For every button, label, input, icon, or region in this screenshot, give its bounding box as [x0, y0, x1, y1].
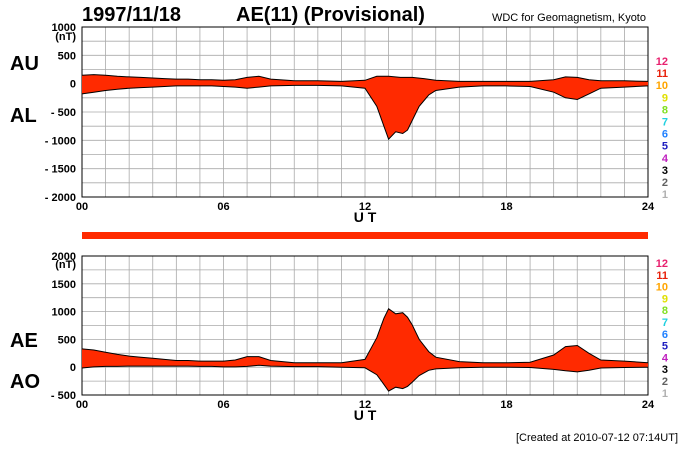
au-al-xtick-label: 06	[217, 201, 229, 213]
ae-ao-ytick-label: 500	[58, 334, 76, 346]
au-al-legend-number: 8	[662, 104, 668, 116]
ae-ao-xaxis-label: U T	[354, 407, 377, 423]
au-al-legend-number: 6	[662, 129, 668, 141]
ae-ao-xtick-label: 06	[217, 399, 229, 411]
au-al-ytick-label: 0	[70, 79, 76, 91]
au-al-xtick-label: 18	[500, 201, 512, 213]
series-line-ao	[81, 364, 649, 392]
series-label-ao: AO	[10, 371, 40, 393]
au-al-xtick-label: 24	[642, 201, 655, 213]
series-line-au	[81, 74, 649, 82]
ae-ao-legend-number: 2	[662, 376, 668, 388]
au-al-fill-band	[82, 74, 648, 140]
ae-ao-legend-number: 8	[662, 305, 668, 317]
au-al-legend-number: 7	[662, 117, 668, 129]
ae-ao-legend-number: 3	[662, 364, 668, 376]
au-al-xaxis-label: U T	[354, 209, 377, 225]
chart-title: AE(11) (Provisional)	[236, 4, 425, 26]
ae-ao-legend-number: 11	[656, 270, 668, 282]
ae-ao-ytick-label: 1500	[52, 279, 76, 291]
data-source-label: WDC for Geomagnetism, Kyoto	[491, 12, 646, 24]
ae-ao-xtick-label: 24	[642, 399, 655, 411]
series-line-al	[81, 84, 649, 141]
ae-ao-xtick-label: 12	[359, 399, 371, 411]
au-al-legend-number: 12	[656, 56, 668, 68]
ae-ao-unit-label: (nT)	[55, 259, 76, 271]
ae-ao-legend-number: 5	[662, 341, 668, 353]
ae-ao-ytick-label: 1000	[52, 307, 76, 319]
ae-ao-xtick-label: 18	[500, 399, 512, 411]
au-al-legend-number: 9	[662, 92, 668, 104]
au-al-legend-number: 3	[662, 165, 668, 177]
date-title: 1997/11/18	[82, 4, 181, 26]
au-al-unit-label: (nT)	[55, 31, 76, 43]
data-coverage-bar	[82, 232, 648, 239]
au-al-ytick-label: - 2000	[45, 192, 76, 204]
au-al-legend-number: 4	[662, 153, 669, 165]
series-label-ae: AE	[10, 330, 38, 352]
series-line-ae	[81, 308, 649, 364]
series-label-al: AL	[10, 105, 37, 127]
ae-ao-xtick-label: 00	[76, 399, 88, 411]
ae-ao-ytick-label: 0	[70, 362, 76, 374]
ae-ao-ytick-label: 2000	[52, 251, 76, 263]
au-al-ytick-label: - 1000	[45, 135, 76, 147]
ae-ao-legend-number: 7	[662, 317, 668, 329]
created-timestamp: [Created at 2010-07-12 07:14UT]	[515, 432, 678, 444]
au-al-legend-number: 2	[662, 177, 668, 189]
series-label-au: AU	[10, 53, 39, 75]
au-al-legend-number: 1	[662, 189, 668, 201]
ae-ao-legend-number: 1	[662, 388, 668, 400]
au-al-legend-number: 11	[656, 68, 668, 80]
ae-ao-legend-number: 4	[662, 352, 669, 364]
ae-ao-legend-number: 10	[656, 282, 668, 294]
ae-ao-legend-number: 12	[656, 258, 668, 270]
au-al-xtick-label: 00	[76, 201, 88, 213]
au-al-legend-number: 5	[662, 141, 668, 153]
au-al-xtick-label: 12	[359, 201, 371, 213]
au-al-ytick-label: - 500	[51, 107, 76, 119]
ae-ao-ytick-label: - 500	[51, 390, 76, 402]
ae-ao-legend-number: 6	[662, 329, 668, 341]
au-al-ytick-label: 1000	[52, 22, 76, 34]
ae-ao-frame	[81, 255, 649, 396]
au-al-frame	[81, 26, 649, 198]
au-al-legend-number: 10	[656, 80, 668, 92]
au-al-ytick-label: 500	[58, 50, 76, 62]
au-al-ytick-label: - 1500	[45, 164, 76, 176]
ae-ao-legend-number: 9	[662, 293, 668, 305]
